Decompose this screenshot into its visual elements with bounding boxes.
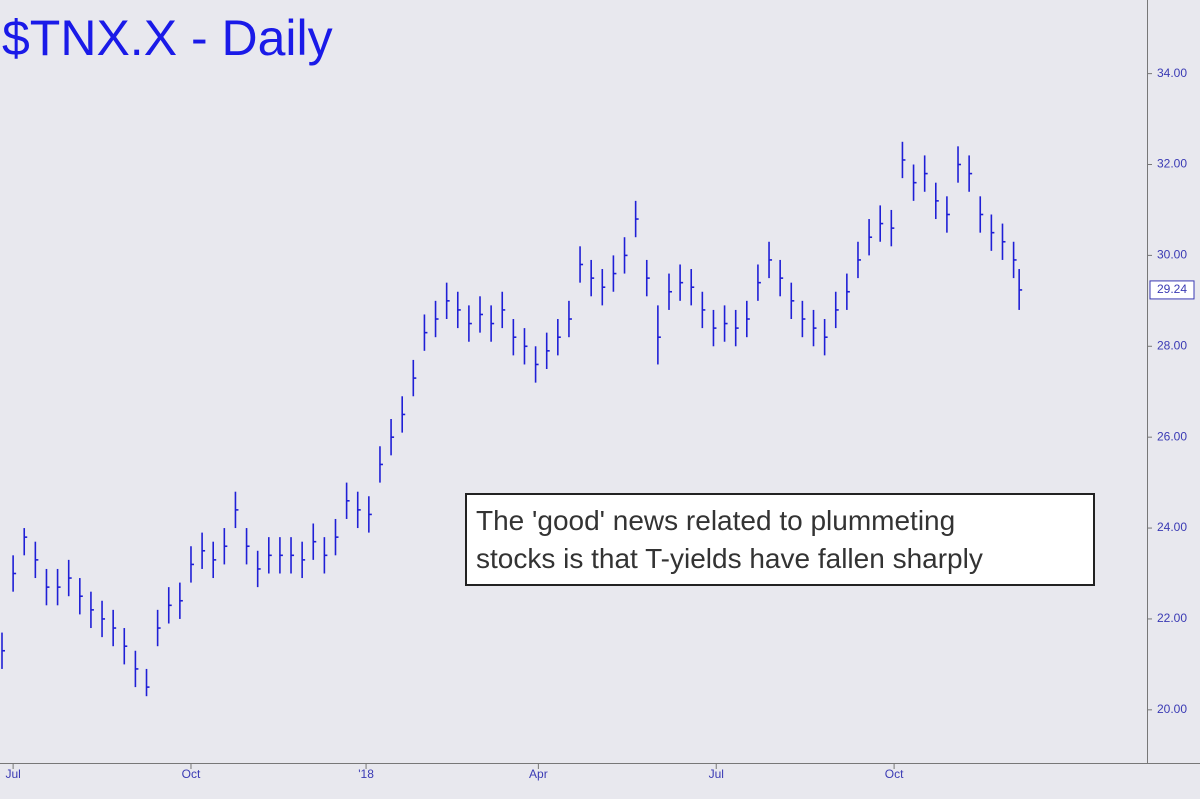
y-tick-label: 32.00 [1157, 157, 1187, 171]
y-tick-label: 22.00 [1157, 611, 1187, 625]
y-tick-label: 30.00 [1157, 248, 1187, 262]
x-tick-label: Apr [529, 767, 548, 781]
y-tick-label: 26.00 [1157, 429, 1187, 443]
y-tick-label: 28.00 [1157, 338, 1187, 352]
x-tick-label: Jul [5, 767, 20, 781]
last-price-label: 29.24 [1157, 282, 1187, 296]
x-tick-label: Jul [709, 767, 724, 781]
chart-title: $TNX.X - Daily [2, 10, 333, 66]
y-tick-label: 24.00 [1157, 520, 1187, 534]
bars [1, 141, 1023, 697]
y-tick-label: 20.00 [1157, 702, 1187, 716]
y-tick-label: 34.00 [1157, 66, 1187, 80]
x-tick-label: Oct [182, 767, 201, 781]
x-tick-label: '18 [358, 767, 374, 781]
annotation-line: The 'good' news related to plummeting [476, 505, 955, 536]
last-price-box [1149, 280, 1195, 300]
x-tick-label: Oct [885, 767, 904, 781]
annotation-line: stocks is that T-yields have fallen shar… [476, 543, 983, 574]
annotation-box [465, 493, 1095, 586]
